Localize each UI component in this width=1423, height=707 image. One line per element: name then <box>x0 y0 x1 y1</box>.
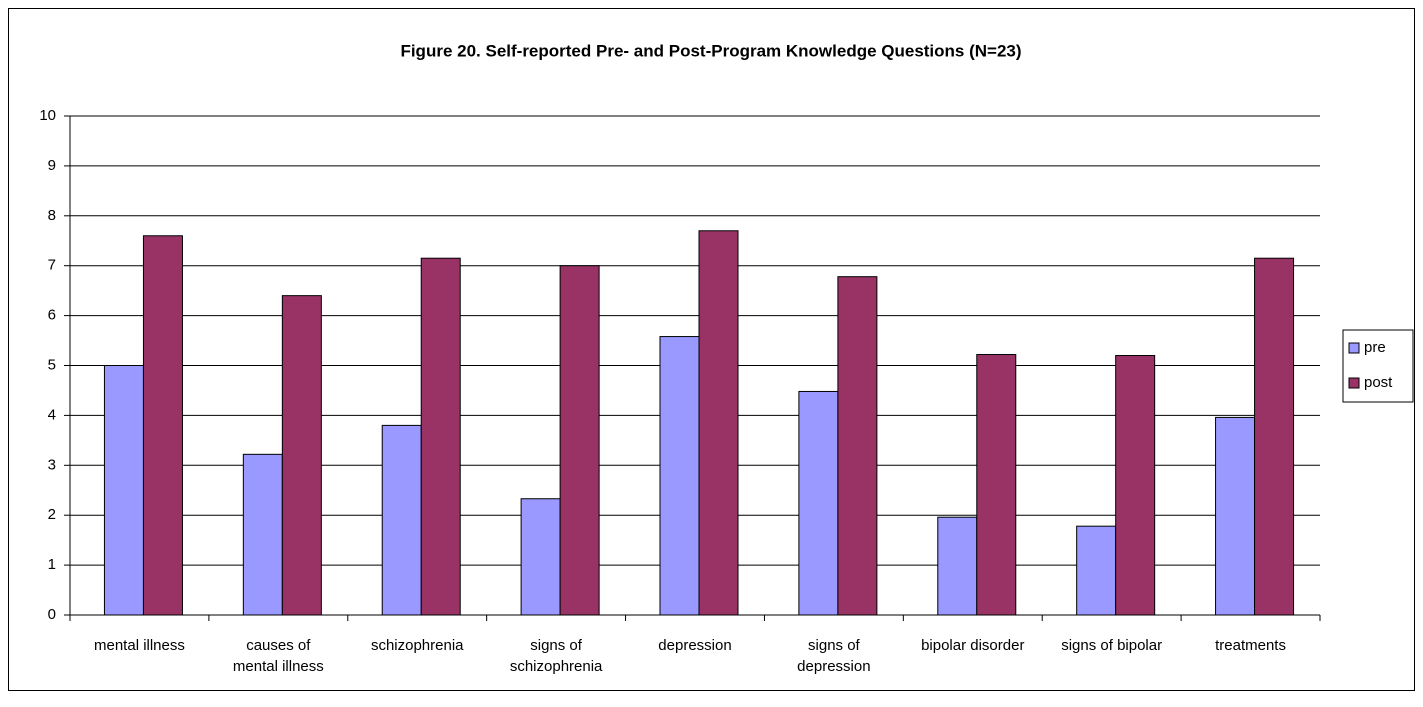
bar <box>698 230 739 616</box>
y-tick-label: 8 <box>48 207 56 224</box>
x-tick-label: bipolar disorder <box>921 637 1025 654</box>
legend-swatch <box>1348 377 1360 389</box>
bar <box>976 354 1017 616</box>
x-tick-label: signs of schizophrenia <box>509 637 603 675</box>
y-tick-label: 5 <box>48 356 56 373</box>
bar <box>242 453 283 616</box>
y-tick-label: 3 <box>48 456 56 473</box>
y-tick-label: 2 <box>48 506 56 523</box>
x-tick-label: schizophrenia <box>370 637 464 654</box>
bar <box>420 257 461 616</box>
x-tick-label: causes of mental illness <box>232 637 324 675</box>
bar <box>281 295 322 616</box>
chart-title: Figure 20. Self-reported Pre- and Post-P… <box>400 41 1021 60</box>
bar <box>559 265 600 616</box>
y-tick-label: 1 <box>48 556 56 573</box>
bar <box>837 276 878 616</box>
x-tick-label: treatments <box>1215 637 1286 654</box>
x-tick-label: signs of bipolar <box>1061 637 1163 654</box>
y-tick-label: 0 <box>48 606 56 623</box>
y-tick-label: 4 <box>48 406 56 423</box>
bar <box>1254 257 1295 616</box>
bar <box>103 365 144 616</box>
y-tick-label: 7 <box>48 257 56 274</box>
legend-swatch <box>1348 342 1360 354</box>
x-tick-label: mental illness <box>94 637 185 654</box>
x-tick-label: depression <box>658 637 732 654</box>
bar <box>1076 525 1117 616</box>
bar <box>937 516 978 616</box>
bar <box>1115 355 1156 616</box>
bar <box>142 235 183 616</box>
legend-box <box>1342 329 1414 403</box>
bar <box>798 390 839 616</box>
bar <box>659 336 700 616</box>
y-tick-label: 6 <box>48 307 56 324</box>
y-tick-label: 10 <box>39 107 56 124</box>
x-tick-label: signs of depression <box>797 637 871 675</box>
bar <box>520 498 561 616</box>
y-tick-label: 9 <box>48 157 56 174</box>
legend-label: pre <box>1364 339 1386 356</box>
bar <box>381 424 422 616</box>
bar <box>1215 416 1256 616</box>
legend-label: post <box>1364 374 1393 391</box>
